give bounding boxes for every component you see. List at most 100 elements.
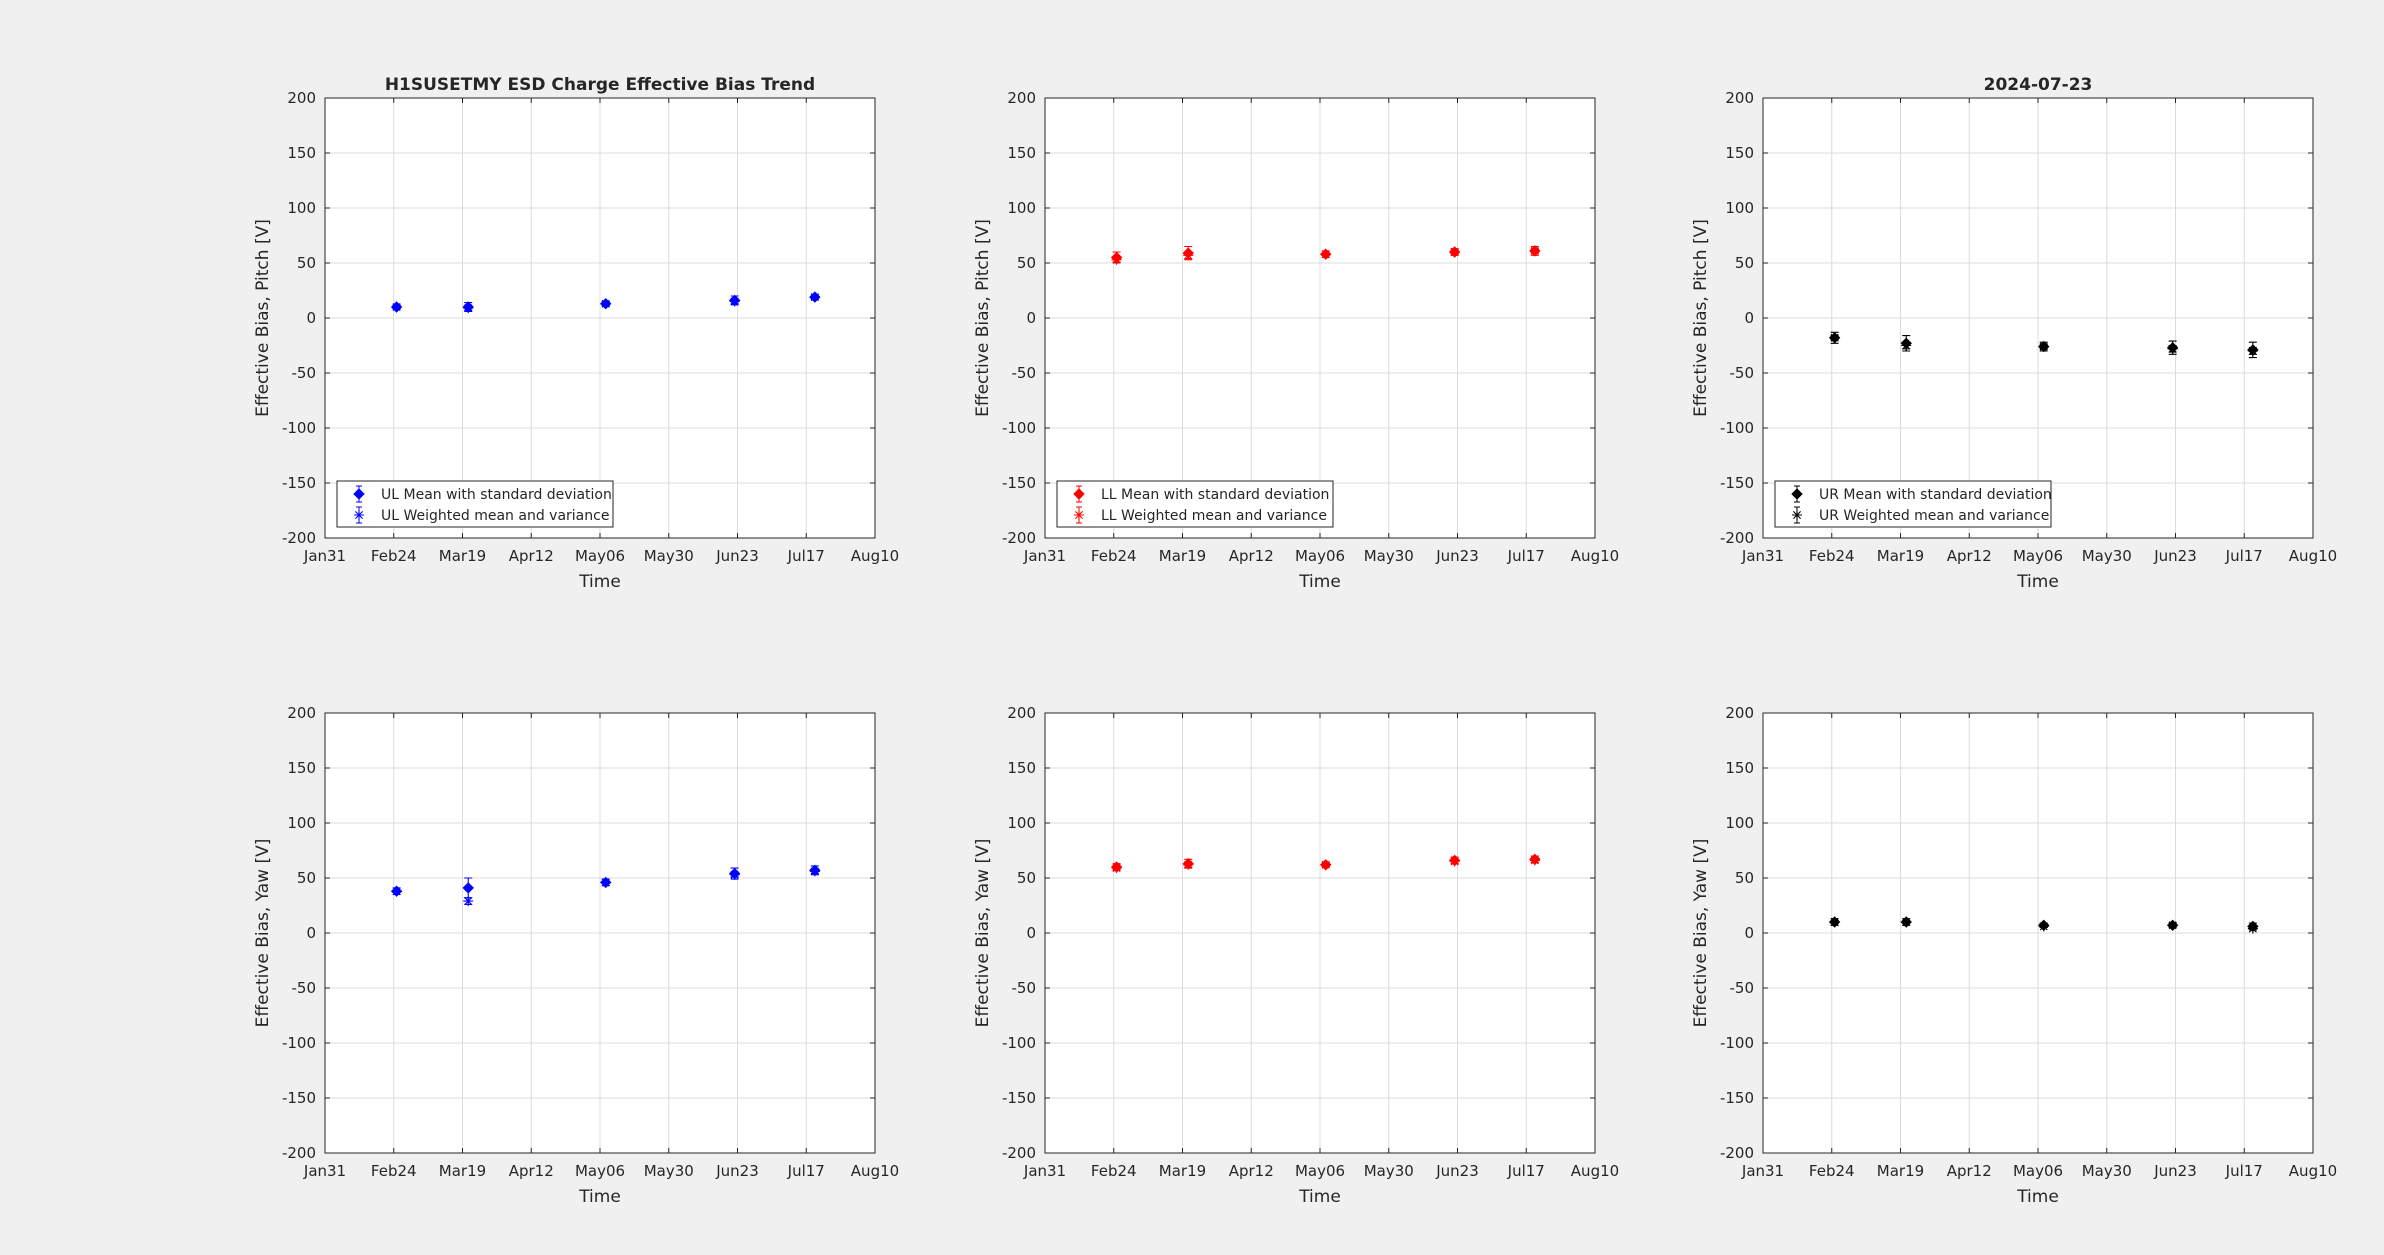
series-2 (1111, 855, 1540, 874)
legend: UL Mean with standard deviation UL Weight… (336, 480, 614, 528)
legend-marker (354, 510, 364, 520)
x-tick-label: May06 (2013, 1162, 2063, 1180)
data-point (1449, 856, 1460, 867)
data-point (463, 303, 474, 314)
data-point (463, 896, 474, 907)
series-2 (1111, 245, 1540, 265)
subplot-5: Jan31 Feb24 Mar19 Apr12 May06 May30 Jun23 Jul17… (973, 704, 1619, 1207)
data-point (1901, 340, 1912, 351)
x-tick-label: Feb24 (1091, 1162, 1137, 1180)
series-2 (1829, 917, 2258, 934)
y-axis-label: Effective Bias, Pitch [V] (1691, 219, 1711, 417)
x-tick-label: Jun23 (715, 1162, 759, 1180)
y-tick-label: 100 (1007, 199, 1036, 217)
data-point (1111, 254, 1122, 265)
grid (1763, 713, 2313, 1153)
x-tick-label: May06 (2013, 547, 2063, 565)
x-tick-label: Apr12 (1229, 547, 1274, 565)
x-tick-label: Mar19 (439, 547, 486, 565)
x-tick-label: Mar19 (1877, 1162, 1924, 1180)
x-tick-label: Jul17 (2225, 547, 2263, 565)
x-tick-label: Apr12 (1229, 1162, 1274, 1180)
x-tick-label: Jan31 (303, 547, 346, 565)
x-tick-label: Jan31 (1023, 547, 1066, 565)
x-tick-label: Jan31 (1741, 547, 1784, 565)
data-point (1829, 332, 1840, 343)
data-point (1111, 863, 1122, 874)
y-tick-label: -100 (1720, 1034, 1754, 1052)
x-axis-label: Time (1298, 1187, 1341, 1207)
data-point (391, 302, 402, 312)
y-tick-label: 100 (287, 199, 316, 217)
x-tick-label: Feb24 (1091, 547, 1137, 565)
y-tick-label: 100 (1725, 814, 1754, 832)
y-tick-label: 100 (1725, 199, 1754, 217)
subplot-1: Jan31 Feb24 Mar19 Apr12 May06 May30 Jun23 Jul17… (253, 75, 899, 592)
x-tick-label: Apr12 (1947, 1162, 1992, 1180)
x-tick-label: Jan31 (1741, 1162, 1784, 1180)
data-point (600, 877, 611, 888)
chart-title: 2024-07-23 (1984, 75, 2093, 95)
x-tick-label: Jun23 (1435, 547, 1479, 565)
y-tick-label: -150 (282, 474, 316, 492)
grid (1045, 98, 1595, 538)
x-tick-label: Feb24 (1809, 1162, 1855, 1180)
y-tick-label: -50 (292, 979, 317, 997)
y-tick-label: -100 (282, 1034, 316, 1052)
y-tick-label: -200 (1002, 529, 1036, 547)
y-tick-label: -100 (1720, 419, 1754, 437)
legend-box (1056, 480, 1334, 528)
data-point (600, 298, 611, 309)
x-tick-label: May30 (2082, 547, 2132, 565)
y-tick-label: -50 (292, 364, 317, 382)
x-tick-label: Mar19 (1159, 1162, 1206, 1180)
y-tick-label: 100 (1007, 814, 1036, 832)
x-tick-label: Aug10 (851, 1162, 899, 1180)
y-tick-label: 200 (1725, 704, 1754, 722)
legend-marker (353, 488, 365, 500)
y-tick-label: 50 (1017, 869, 1036, 887)
y-tick-label: 100 (287, 814, 316, 832)
data-point (809, 866, 820, 877)
data-point (2167, 343, 2178, 354)
y-tick-label: 200 (287, 704, 316, 722)
subplot-2: Jan31 Feb24 Mar19 Apr12 May06 May30 Jun23 Jul17… (973, 89, 1619, 592)
y-tick-label: 50 (1017, 254, 1036, 272)
x-tick-label: May30 (1364, 547, 1414, 565)
legend-box (1774, 480, 2052, 528)
data-point (2167, 920, 2178, 931)
x-tick-label: May06 (575, 1162, 625, 1180)
data-point (2247, 346, 2258, 356)
x-tick-label: Jul17 (787, 1162, 825, 1180)
y-axis-label: Effective Bias, Yaw [V] (253, 839, 273, 1028)
x-tick-label: Jun23 (2153, 1162, 2197, 1180)
data-point (729, 869, 740, 880)
y-tick-label: 0 (306, 309, 316, 327)
x-tick-label: Aug10 (1571, 547, 1619, 565)
x-tick-label: Mar19 (1159, 547, 1206, 565)
data-point (809, 292, 820, 303)
y-tick-label: -200 (1720, 1144, 1754, 1162)
y-tick-label: -100 (282, 419, 316, 437)
x-tick-label: May30 (644, 1162, 694, 1180)
chart-title: H1SUSETMY ESD Charge Effective Bias Tren… (385, 75, 815, 95)
legend-entry: LL Mean with standard deviation (1101, 487, 1329, 503)
y-tick-label: 200 (287, 89, 316, 107)
grid (1763, 98, 2313, 538)
y-tick-label: 150 (287, 759, 316, 777)
x-tick-label: May30 (644, 547, 694, 565)
y-tick-label: 200 (1725, 89, 1754, 107)
data-point (1320, 859, 1331, 870)
series-2 (391, 292, 820, 314)
data-point (462, 882, 474, 894)
x-tick-label: Jun23 (715, 547, 759, 565)
y-tick-label: 0 (1744, 924, 1754, 942)
legend-entry: LL Weighted mean and variance (1101, 508, 1327, 524)
data-point (391, 886, 402, 897)
y-tick-label: -200 (282, 529, 316, 547)
y-tick-label: 150 (1725, 144, 1754, 162)
x-tick-label: Mar19 (439, 1162, 486, 1180)
y-tick-label: -50 (1012, 364, 1037, 382)
data-point (1183, 859, 1194, 870)
